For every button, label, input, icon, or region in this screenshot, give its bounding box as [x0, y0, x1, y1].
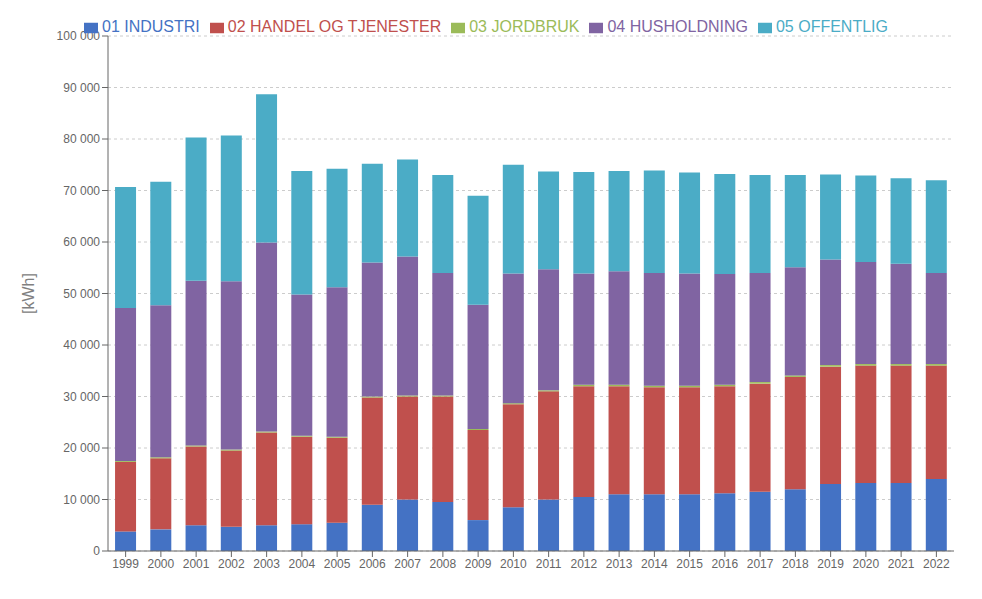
svg-text:100 000: 100 000 — [57, 29, 101, 43]
html-text:01 INDUSTRI: 01 INDUSTRI — [102, 18, 200, 35]
svg-text:90 000: 90 000 — [63, 81, 100, 95]
svg-text:2001: 2001 — [183, 557, 210, 571]
svg-text:2022: 2022 — [923, 557, 950, 571]
svg-text:2006: 2006 — [359, 557, 386, 571]
svg-text:2014: 2014 — [641, 557, 668, 571]
svg-text:1999: 1999 — [112, 557, 139, 571]
svg-text:30 000: 30 000 — [63, 390, 100, 404]
svg-text:2017: 2017 — [747, 557, 774, 571]
svg-text:2008: 2008 — [430, 557, 457, 571]
svg-text:[kWh]: [kWh] — [20, 273, 37, 314]
svg-text:2015: 2015 — [676, 557, 703, 571]
svg-text:70 000: 70 000 — [63, 184, 100, 198]
svg-text:60 000: 60 000 — [63, 235, 100, 249]
svg-text:2016: 2016 — [712, 557, 739, 571]
html-text:05 OFFENTLIG: 05 OFFENTLIG — [775, 18, 888, 35]
svg-text:2004: 2004 — [289, 557, 316, 571]
html-text:04 HUSHOLDNING: 04 HUSHOLDNING — [607, 18, 748, 35]
svg-text:2005: 2005 — [324, 557, 351, 571]
svg-text:40 000: 40 000 — [63, 338, 100, 352]
svg-text:10 000: 10 000 — [63, 493, 100, 507]
svg-text:2007: 2007 — [394, 557, 421, 571]
svg-text:2013: 2013 — [606, 557, 633, 571]
svg-text:2010: 2010 — [500, 557, 527, 571]
svg-text:0: 0 — [93, 544, 100, 558]
svg-text:80 000: 80 000 — [63, 132, 100, 146]
svg-text:50 000: 50 000 — [63, 287, 100, 301]
svg-text:2009: 2009 — [465, 557, 492, 571]
svg-text:2003: 2003 — [253, 557, 280, 571]
html-text:03 JORDBRUK: 03 JORDBRUK — [469, 18, 580, 35]
svg-text:2020: 2020 — [853, 557, 880, 571]
svg-text:2019: 2019 — [817, 557, 844, 571]
svg-text:2012: 2012 — [571, 557, 598, 571]
svg-text:2000: 2000 — [148, 557, 175, 571]
svg-text:2011: 2011 — [536, 557, 562, 571]
html-text:02 HANDEL OG TJENESTER: 02 HANDEL OG TJENESTER — [227, 18, 442, 35]
svg-text:2021: 2021 — [888, 557, 915, 571]
svg-text:20 000: 20 000 — [63, 441, 100, 455]
svg-text:2002: 2002 — [218, 557, 245, 571]
svg-text:2018: 2018 — [782, 557, 809, 571]
